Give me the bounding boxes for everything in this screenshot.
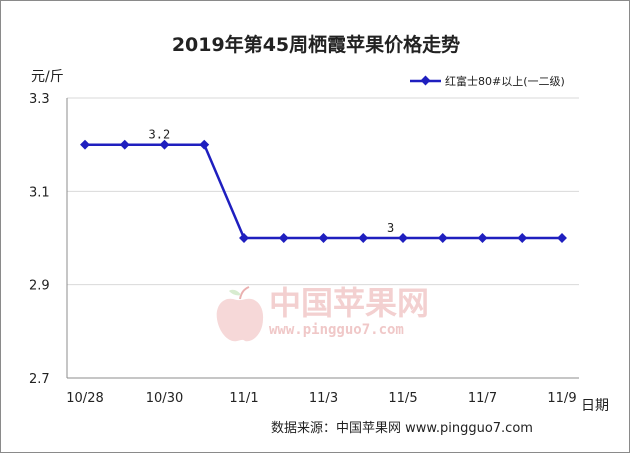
x-tick-label: 11/5: [388, 391, 417, 406]
y-axis-label: 元/斤: [31, 69, 64, 85]
data-point: [358, 233, 369, 243]
chart-title: 2019年第45周栖霞苹果价格走势: [172, 33, 460, 56]
x-tick-label: 11/9: [547, 391, 576, 406]
legend-entry: 红富士80#以上(一二级): [445, 74, 565, 88]
legend-swatch-marker: [420, 75, 431, 86]
data-point: [517, 233, 528, 243]
data-point: [199, 139, 210, 150]
data-point: [477, 233, 488, 243]
data-label: 3: [387, 221, 394, 235]
data-point: [398, 233, 408, 243]
x-tick-label: 10/28: [66, 391, 103, 406]
data-point: [80, 139, 90, 150]
data-point: [318, 233, 329, 243]
y-tick-label: 3.1: [29, 185, 50, 200]
x-tick-labels: 10/28 10/30 11/1 11/3 11/5 11/7 11/9: [66, 391, 576, 406]
data-point: [278, 233, 289, 243]
data-point: [239, 233, 249, 243]
x-tick-label: 11/7: [468, 391, 497, 406]
y-tick-labels: 2.7 2.9 3.1 3.3: [29, 92, 50, 387]
data-label: 3.2: [149, 128, 171, 142]
watermark-text: 中国苹果网: [269, 284, 429, 322]
data-point: [159, 139, 170, 150]
y-tick-label: 3.3: [29, 92, 50, 107]
y-tick-label: 2.9: [29, 279, 50, 294]
watermark: 中国苹果网 www.pingguo7.com: [216, 284, 429, 342]
x-axis-label: 日期: [581, 398, 609, 414]
watermark-url: www.pingguo7.com: [269, 322, 404, 338]
x-tick-label: 11/3: [309, 391, 338, 406]
data-point: [119, 139, 130, 150]
data-point: [557, 233, 567, 243]
data-labels: 3.23: [149, 128, 395, 235]
apple-logo-icon: [216, 286, 264, 342]
data-point: [437, 233, 448, 243]
grid-lines: [66, 97, 579, 379]
legend: 红富士80#以上(一二级): [410, 74, 565, 88]
x-tick-label: 11/1: [229, 391, 258, 406]
series-layer: [80, 139, 567, 243]
source-note: 数据来源：中国苹果网 www.pingguo7.com: [271, 421, 533, 436]
x-tick-label: 10/30: [146, 391, 183, 406]
y-tick-label: 2.7: [29, 372, 50, 387]
